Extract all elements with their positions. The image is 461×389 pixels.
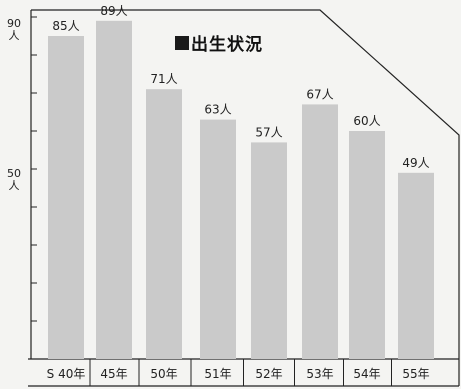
bar-value-label-3: 63人 [204,103,231,117]
bar-value-label-6: 60人 [353,114,380,128]
x-tick-label-2: 50年 [150,367,177,381]
bar-value-label-7: 49人 [402,156,429,170]
chart-title-text: 出生状況 [191,35,263,55]
y-tick-label-50: 50 人 [7,167,21,192]
y-tick-label-90: 90 人 [7,17,21,42]
bar-6 [349,131,385,359]
bar-value-label-2: 71人 [150,72,177,86]
bar-1 [96,20,132,360]
bar-5 [302,104,338,360]
chart-title: 出生状況 [175,30,263,55]
x-tick-label-0: S 40年 [47,367,86,381]
bar-value-label-5: 67人 [306,87,333,101]
x-tick-label-5: 53年 [306,367,333,381]
chart-frame [28,9,460,387]
bar-7 [398,172,434,359]
bar-value-label-0: 85人 [52,19,79,33]
x-tick-label-7: 55年 [402,367,429,381]
title-square-icon [175,35,189,50]
bar-2 [146,89,182,359]
bar-4 [251,142,287,359]
x-tick-label-4: 52年 [255,367,282,381]
bar-3 [200,119,236,359]
x-tick-label-6: 54年 [353,367,380,381]
bar-0 [48,36,84,359]
bar-value-label-4: 57人 [255,125,282,139]
x-tick-label-3: 51年 [204,367,231,381]
bar-value-label-1: 89人 [100,4,127,18]
x-tick-label-1: 45年 [100,367,127,381]
